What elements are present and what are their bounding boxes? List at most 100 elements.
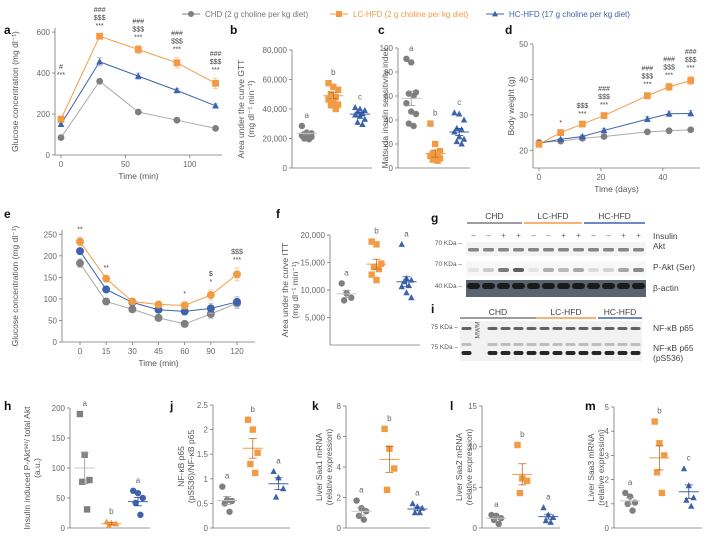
- group-hc: a: [268, 456, 289, 500]
- series-lc: [76, 236, 241, 310]
- band-nfkb-upper: [604, 343, 615, 346]
- data-point: [398, 283, 405, 290]
- band-akt: [528, 248, 539, 252]
- y-tick-label: 50: [519, 40, 528, 49]
- significance-annotation: ###: [132, 18, 144, 25]
- data-point: [280, 485, 287, 492]
- y-tick-label: 30: [519, 111, 528, 120]
- significance-annotation: ###: [171, 31, 183, 38]
- data-point: [76, 410, 84, 418]
- data-point: [523, 477, 531, 485]
- significance-letter: a: [628, 478, 633, 487]
- group-chd: a: [74, 399, 95, 513]
- y-tick-label: 0.5: [197, 499, 209, 508]
- data-point: [154, 313, 163, 322]
- data-point: [665, 83, 673, 91]
- legend-item-hc: HC-HFD (17 g choline per kg diet): [486, 10, 630, 19]
- significance-annotation: $$$: [231, 249, 243, 256]
- data-point: [134, 46, 142, 53]
- band-nfkb-p65: [630, 327, 641, 330]
- y-axis-label: (a.u.): [32, 458, 42, 478]
- band-nfkb-upper: [526, 343, 537, 346]
- data-point: [381, 425, 388, 433]
- data-point: [305, 136, 313, 143]
- band-p-akt: [573, 268, 584, 272]
- legend-marker-square-icon: [336, 11, 342, 17]
- data-point: [221, 500, 228, 507]
- y-tick-label: 80,000: [263, 46, 288, 55]
- y-tick-label: 2: [337, 494, 342, 503]
- data-point: [453, 138, 460, 145]
- y-tick-label: 15,000: [301, 259, 326, 268]
- significance-annotation: **: [77, 226, 83, 233]
- data-point: [352, 104, 359, 111]
- band-p-akt: [618, 268, 629, 272]
- y-tick-label: 0: [473, 524, 478, 533]
- x-tick-label: 30: [128, 347, 137, 356]
- insulin-sign: +: [501, 231, 506, 240]
- group-chd: a: [217, 472, 238, 515]
- data-point: [130, 487, 137, 494]
- y-tick-label: 400: [37, 69, 51, 78]
- significance-annotation: ***: [665, 72, 673, 79]
- data-point: [600, 112, 608, 119]
- data-point: [432, 140, 439, 148]
- significance-letter: a: [344, 268, 349, 277]
- data-point: [206, 291, 215, 300]
- western-blots: g CHD LC-HFD HC-HFD – – + + – – + + – – + + Insulin 70 KD…: [431, 211, 695, 363]
- significance-annotation: ***: [643, 82, 651, 89]
- band-beta-actin: [632, 283, 645, 289]
- data-point: [57, 134, 65, 141]
- data-point: [451, 109, 458, 116]
- band-nfkb-p65: [591, 327, 602, 330]
- significance-letter: a: [409, 44, 414, 53]
- significance-letter: a: [136, 476, 141, 485]
- band-akt: [633, 248, 644, 252]
- data-point: [434, 157, 441, 164]
- data-point: [427, 152, 434, 160]
- band-beta-actin: [557, 283, 570, 289]
- band-nfkb-p65-ps536: [578, 351, 589, 355]
- band-nfkb-p65: [552, 327, 563, 330]
- data-point: [270, 467, 277, 474]
- blot-row-label: P-Akt (Ser): [653, 262, 695, 272]
- chart-a: 0 200 400 600 Glucose concentration (mg dl⁻¹…: [4, 7, 222, 181]
- data-point: [547, 518, 554, 525]
- chart-f: 5,000 10,000 15,000 20,000 Area under the cu…: [276, 207, 420, 346]
- group-lc: b: [512, 430, 533, 497]
- kda-marker: 40 KDa –: [435, 283, 462, 290]
- data-point: [102, 274, 111, 283]
- insulin-sign: +: [516, 231, 521, 240]
- data-point: [516, 489, 524, 497]
- x-tick-label: 15: [102, 347, 111, 356]
- data-point: [403, 100, 410, 107]
- data-point: [557, 135, 565, 143]
- x-tick-label: 90: [206, 347, 215, 356]
- y-tick-label: 600: [37, 28, 51, 37]
- x-tick-label: 120: [230, 347, 244, 356]
- data-point: [514, 441, 521, 449]
- band-beta-actin: [617, 283, 630, 289]
- group-label: HC-HFD: [604, 307, 637, 317]
- y-tick-label: 40,000: [263, 105, 288, 114]
- data-point: [226, 508, 233, 515]
- data-point: [249, 426, 256, 433]
- data-point: [378, 260, 385, 267]
- band-akt: [603, 248, 614, 252]
- y-tick-label: 100: [52, 464, 66, 473]
- data-point: [83, 506, 91, 513]
- data-point: [173, 59, 181, 67]
- band-p-akt: [543, 268, 554, 272]
- significance-annotation: $$$: [94, 15, 106, 22]
- panel-label: i: [431, 302, 434, 316]
- data-point: [535, 140, 543, 148]
- chart-d: 20 30 40 50 Body weight (g) d 0 20 40 Time (days)…: [505, 23, 700, 194]
- significance-letter: c: [687, 454, 691, 463]
- data-point: [373, 241, 380, 248]
- data-point: [408, 59, 415, 66]
- y-tick-label: 20: [519, 146, 528, 155]
- data-point: [631, 499, 639, 506]
- significance-annotation: ###: [94, 7, 106, 14]
- data-point: [403, 55, 410, 62]
